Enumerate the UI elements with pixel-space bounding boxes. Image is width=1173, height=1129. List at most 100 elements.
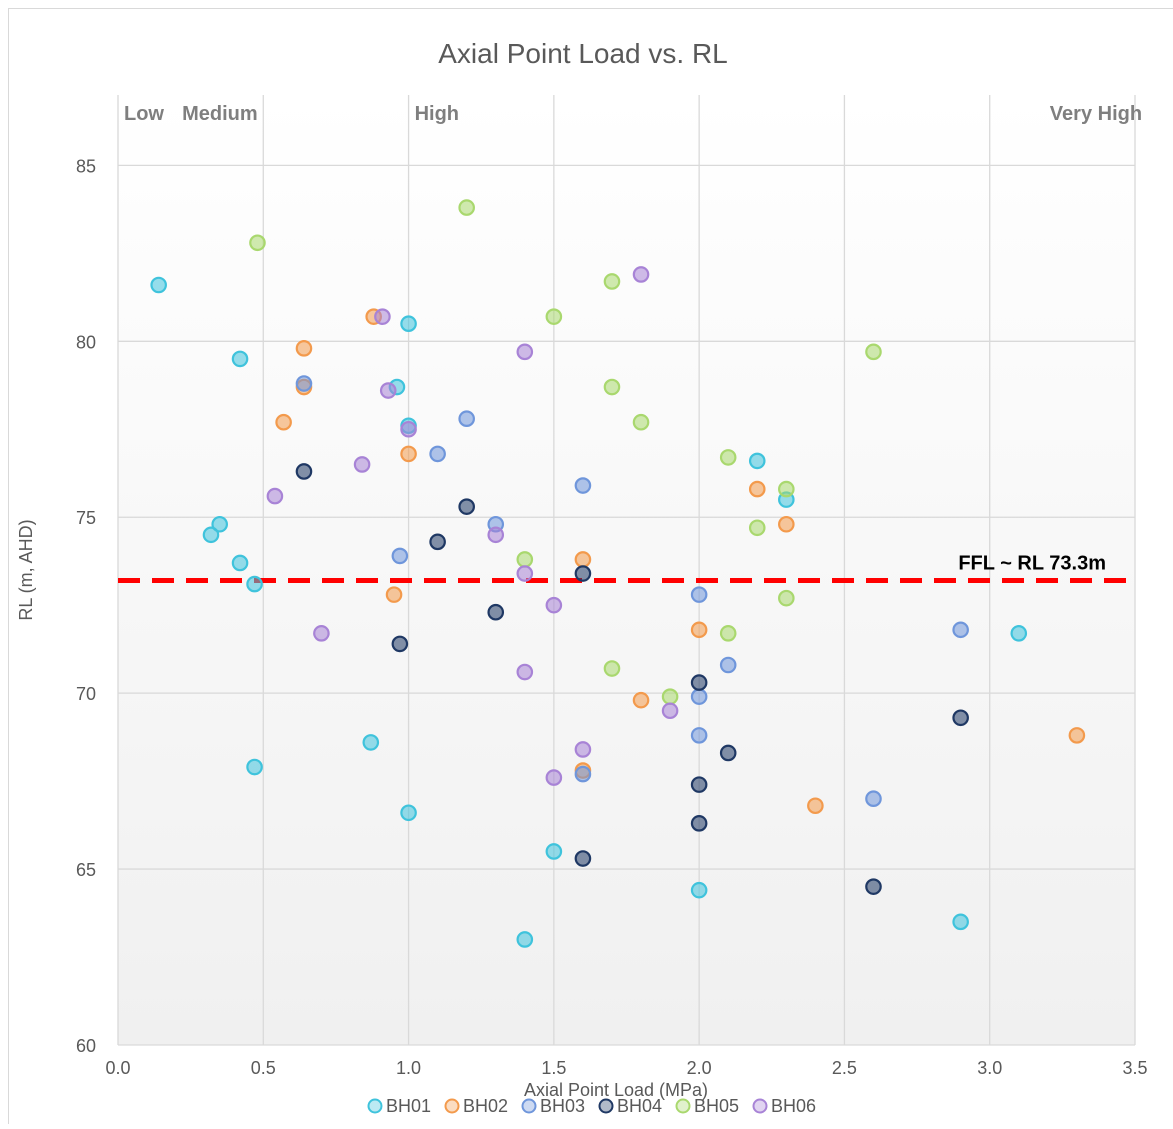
data-point-bh01 xyxy=(692,883,706,897)
chart-title: Axial Point Load vs. RL xyxy=(438,38,728,69)
data-point-bh05 xyxy=(518,552,532,566)
data-point-bh04 xyxy=(721,746,735,760)
data-point-bh01 xyxy=(547,844,561,858)
x-tick-label: 3.0 xyxy=(977,1058,1002,1078)
data-point-bh01 xyxy=(1012,626,1026,640)
data-point-bh03 xyxy=(692,587,706,601)
data-point-bh04 xyxy=(576,851,590,865)
data-point-bh03 xyxy=(721,658,735,672)
data-point-bh04 xyxy=(692,675,706,689)
strength-class-label: Low xyxy=(124,103,164,125)
y-tick-label: 70 xyxy=(76,684,96,704)
legend-label-bh04: BH04 xyxy=(617,1096,662,1116)
data-point-bh05 xyxy=(866,345,880,359)
data-point-bh01 xyxy=(213,517,227,531)
y-tick-label: 65 xyxy=(76,860,96,880)
legend-label-bh05: BH05 xyxy=(694,1096,739,1116)
legend-label-bh03: BH03 xyxy=(540,1096,585,1116)
data-point-bh06 xyxy=(518,345,532,359)
x-tick-label: 2.0 xyxy=(687,1058,712,1078)
x-tick-label: 2.5 xyxy=(832,1058,857,1078)
data-point-bh02 xyxy=(297,341,311,355)
data-point-bh03 xyxy=(430,447,444,461)
data-point-bh01 xyxy=(247,577,261,591)
data-point-bh05 xyxy=(547,309,561,323)
data-point-bh05 xyxy=(750,521,764,535)
data-point-bh04 xyxy=(692,777,706,791)
data-point-bh02 xyxy=(692,623,706,637)
x-tick-label: 1.5 xyxy=(541,1058,566,1078)
data-point-bh02 xyxy=(634,693,648,707)
data-point-bh01 xyxy=(401,317,415,331)
x-tick-label: 3.5 xyxy=(1122,1058,1147,1078)
data-point-bh04 xyxy=(692,816,706,830)
legend-marker-bh02 xyxy=(446,1100,459,1113)
data-point-bh03 xyxy=(459,412,473,426)
data-point-bh04 xyxy=(430,535,444,549)
data-point-bh05 xyxy=(605,274,619,288)
ffl-reference-label: FFL ~ RL 73.3m xyxy=(958,553,1106,575)
y-axis-title: RL (m, AHD) xyxy=(16,519,36,620)
data-point-bh06 xyxy=(381,383,395,397)
data-point-bh06 xyxy=(401,422,415,436)
y-tick-label: 85 xyxy=(76,156,96,176)
legend-marker-bh03 xyxy=(523,1100,536,1113)
data-point-bh03 xyxy=(576,478,590,492)
data-point-bh05 xyxy=(634,415,648,429)
x-tick-label: 0.0 xyxy=(105,1058,130,1078)
data-point-bh06 xyxy=(518,665,532,679)
legend-label-bh01: BH01 xyxy=(386,1096,431,1116)
legend-marker-bh01 xyxy=(369,1100,382,1113)
data-point-bh03 xyxy=(692,689,706,703)
strength-class-label: High xyxy=(415,103,459,125)
data-point-bh02 xyxy=(1070,728,1084,742)
data-point-bh01 xyxy=(233,352,247,366)
data-point-bh05 xyxy=(721,626,735,640)
x-tick-label: 0.5 xyxy=(251,1058,276,1078)
data-point-bh01 xyxy=(953,915,967,929)
legend-marker-bh04 xyxy=(600,1100,613,1113)
data-point-bh02 xyxy=(750,482,764,496)
legend-marker-bh06 xyxy=(754,1100,767,1113)
data-point-bh06 xyxy=(547,770,561,784)
data-point-bh05 xyxy=(779,482,793,496)
data-point-bh05 xyxy=(250,236,264,250)
data-point-bh03 xyxy=(953,623,967,637)
data-point-bh04 xyxy=(489,605,503,619)
data-point-bh06 xyxy=(268,489,282,503)
data-point-bh05 xyxy=(459,200,473,214)
strength-class-label: Very High xyxy=(1050,103,1142,125)
y-tick-label: 75 xyxy=(76,508,96,528)
data-point-bh06 xyxy=(634,267,648,281)
data-point-bh05 xyxy=(605,380,619,394)
data-point-bh03 xyxy=(297,376,311,390)
y-tick-label: 80 xyxy=(76,332,96,352)
data-point-bh02 xyxy=(779,517,793,531)
data-point-bh01 xyxy=(364,735,378,749)
data-point-bh05 xyxy=(721,450,735,464)
data-point-bh04 xyxy=(393,637,407,651)
data-point-bh03 xyxy=(576,767,590,781)
data-point-bh02 xyxy=(387,587,401,601)
data-point-bh06 xyxy=(314,626,328,640)
data-point-bh03 xyxy=(866,792,880,806)
legend-label-bh02: BH02 xyxy=(463,1096,508,1116)
x-tick-label: 1.0 xyxy=(396,1058,421,1078)
data-point-bh02 xyxy=(401,447,415,461)
data-point-bh01 xyxy=(247,760,261,774)
data-point-bh04 xyxy=(297,464,311,478)
data-point-bh03 xyxy=(393,549,407,563)
data-point-bh06 xyxy=(375,309,389,323)
data-point-bh03 xyxy=(692,728,706,742)
data-point-bh02 xyxy=(276,415,290,429)
data-point-bh06 xyxy=(547,598,561,612)
data-point-bh01 xyxy=(233,556,247,570)
data-point-bh06 xyxy=(663,704,677,718)
data-point-bh05 xyxy=(605,661,619,675)
data-point-bh02 xyxy=(808,799,822,813)
legend-label-bh06: BH06 xyxy=(771,1096,816,1116)
data-point-bh04 xyxy=(459,499,473,513)
data-point-bh04 xyxy=(576,566,590,580)
